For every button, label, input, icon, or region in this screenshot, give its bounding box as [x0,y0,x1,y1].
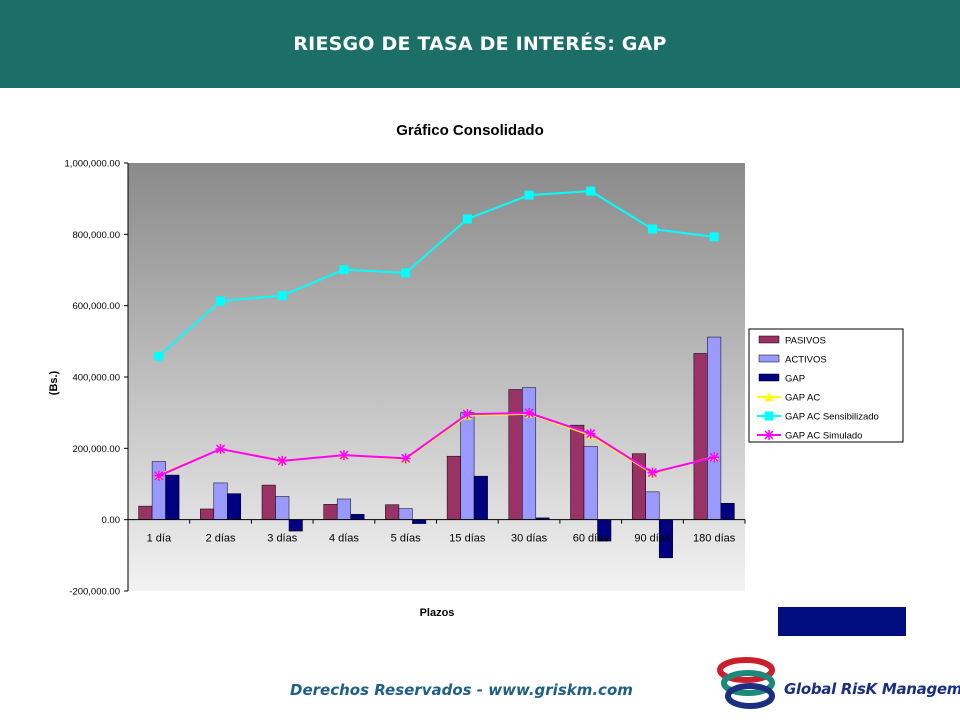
bar-activos [645,491,660,520]
y-tick-label: 0.00 [102,515,121,526]
point-gap-ac-simulado [400,453,411,464]
page-title: RIESGO DE TASA DE INTERÉS: GAP [293,33,667,55]
point-gap-ac-sensibilizado [216,296,226,306]
legend-label-pasivos: PASIVOS [785,336,826,347]
legend-marker-gap-ac-simulado [764,430,774,440]
logo-icon [717,657,775,709]
point-gap-ac-simulado [277,455,288,466]
bar-gap [165,474,180,520]
legend-label-gap-ac: GAP AC [785,393,820,404]
legend-label-gap: GAP [785,374,805,385]
logo-text: Global RisK Management [784,680,960,698]
bar-activos [398,508,413,520]
x-tick-label: 90 días [634,533,671,545]
point-gap-ac-simulado [524,408,535,419]
x-tick-label: 60 días [573,533,610,545]
bar-gap [473,475,488,520]
bar-pasivos [508,389,523,520]
point-gap-ac-simulado [709,452,720,463]
bar-pasivos [446,455,461,520]
bar-pasivos [385,504,400,520]
y-axis-label: (Bs.) [48,370,60,395]
bar-activos [213,482,228,520]
point-gap-ac-sensibilizado [401,268,411,278]
bar-pasivos [570,424,585,520]
bar-gap [288,519,303,532]
legend-marker-gap-ac-sensibilizado [764,411,774,421]
y-tick-label: 400,000.00 [72,373,120,384]
point-gap-ac-sensibilizado [524,190,534,200]
bar-activos [460,412,475,520]
point-gap-ac-simulado [215,444,226,455]
point-gap-ac-sensibilizado [647,224,657,234]
point-gap-ac-simulado [585,428,596,439]
bar-gap [350,514,365,520]
point-gap-ac-simulado [462,409,473,420]
legend-marker-gap-ac [764,392,774,401]
bar-gap [412,519,427,524]
bar-activos [522,387,537,520]
x-tick-label: 2 días [206,533,236,545]
blue-box [778,607,906,636]
bar-pasivos [261,484,276,520]
x-tick-label: 15 días [449,533,486,545]
y-tick-label: 200,000.00 [72,444,120,455]
bar-gap [227,493,242,520]
point-gap-ac-simulado [153,470,164,481]
y-tick-label: 1,000,000.00 [65,159,120,170]
bar-pasivos [200,508,215,520]
line-gap-ac-sensibilizado [158,190,715,358]
chart-title: Gráfico Consolidado [396,122,544,139]
legend-swatch-gap [758,373,780,382]
y-tick-label: -200,000.00 [69,587,120,598]
legend-label-gap-ac-simulado: GAP AC Simulado [785,431,862,442]
bar-pasivos [138,505,153,520]
x-tick-label: 180 días [693,533,736,545]
point-gap-ac-sensibilizado [277,291,287,301]
bar-pasivos [693,353,708,520]
point-gap-ac-sensibilizado [154,351,164,361]
header-bar: RIESGO DE TASA DE INTERÉS: GAP [0,0,960,88]
legend-swatch-activos [758,354,780,363]
legend-box [748,328,904,443]
legend-swatch-pasivos [758,335,780,344]
legend: PASIVOS ACTIVOS GAP GAP AC GAP AC Sensibiliz… [748,328,904,443]
point-gap-ac-sensibilizado [586,186,596,196]
bar-activos [583,446,598,520]
point-gap-ac-sensibilizado [339,265,349,275]
line-gap-ac-simulado [158,412,715,477]
x-tick-label: 4 días [329,533,359,545]
bar-pasivos [323,504,338,520]
bar-activos [707,336,722,520]
footer-copyright: Derechos Reservados - www.griskm.com [290,681,633,699]
x-tick-label: 30 días [511,533,548,545]
point-gap-ac-sensibilizado [462,214,472,224]
bar-activos [336,498,351,520]
legend-label-activos: ACTIVOS [785,355,827,366]
x-tick-label: 3 días [267,533,297,545]
point-gap-ac-simulado [647,467,658,478]
y-tick-label: 600,000.00 [72,301,120,312]
bar-gap [720,503,735,520]
x-tick-label: 5 días [391,533,421,545]
point-gap-ac-simulado [338,450,349,461]
y-tick-label: 800,000.00 [72,230,120,241]
x-axis-label: Plazos [420,607,455,619]
point-gap-ac-sensibilizado [709,232,719,242]
legend-label-gap-ac-sensibilizado: GAP AC Sensibilizado [785,412,879,423]
x-tick-label: 1 día [147,533,172,545]
bar-activos [275,496,290,520]
